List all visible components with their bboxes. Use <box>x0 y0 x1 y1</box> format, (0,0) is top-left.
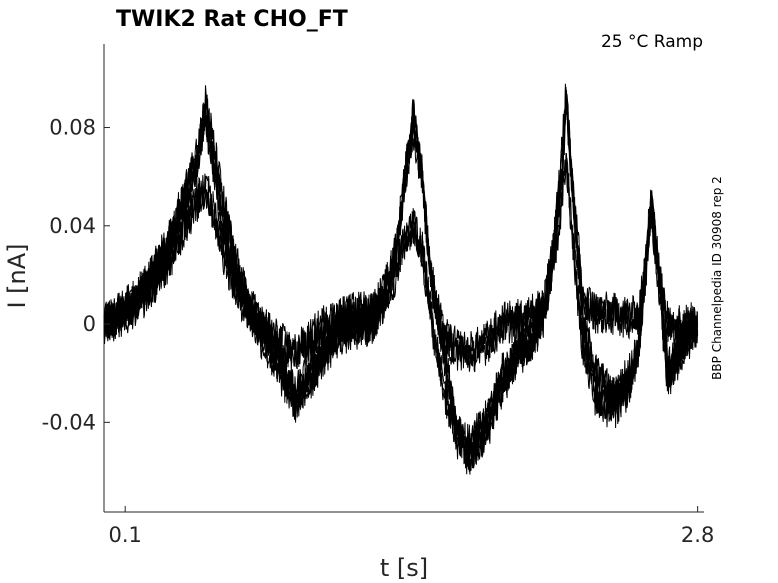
chart-title: TWIK2 Rat CHO_FT <box>116 7 348 32</box>
condition-annotation: 25 °C Ramp <box>601 32 703 52</box>
series-1-trace <box>103 94 698 369</box>
x-tick-label: 0.1 <box>108 523 141 547</box>
series-1 <box>103 85 699 373</box>
x-tick-label: 2.8 <box>681 523 714 547</box>
y-tick-label: -0.04 <box>42 410 96 434</box>
x-axis-label: t [s] <box>380 554 428 582</box>
y-tick-label: 0.04 <box>49 214 96 238</box>
tick-labels: 0.08 0.04 0 -0.04 0.1 2.8 <box>42 116 715 547</box>
y-tick-label: 0.08 <box>49 116 96 140</box>
source-side-label: BBP Channelpedia ID 30908 rep 2 <box>710 176 724 380</box>
series-2 <box>103 152 699 475</box>
y-axis-label: I [nA] <box>3 243 31 308</box>
traces <box>103 83 699 475</box>
series-1-trace <box>103 85 699 364</box>
series-2-trace <box>103 156 699 471</box>
axes <box>103 44 704 513</box>
y-tick-label: 0 <box>83 312 96 336</box>
